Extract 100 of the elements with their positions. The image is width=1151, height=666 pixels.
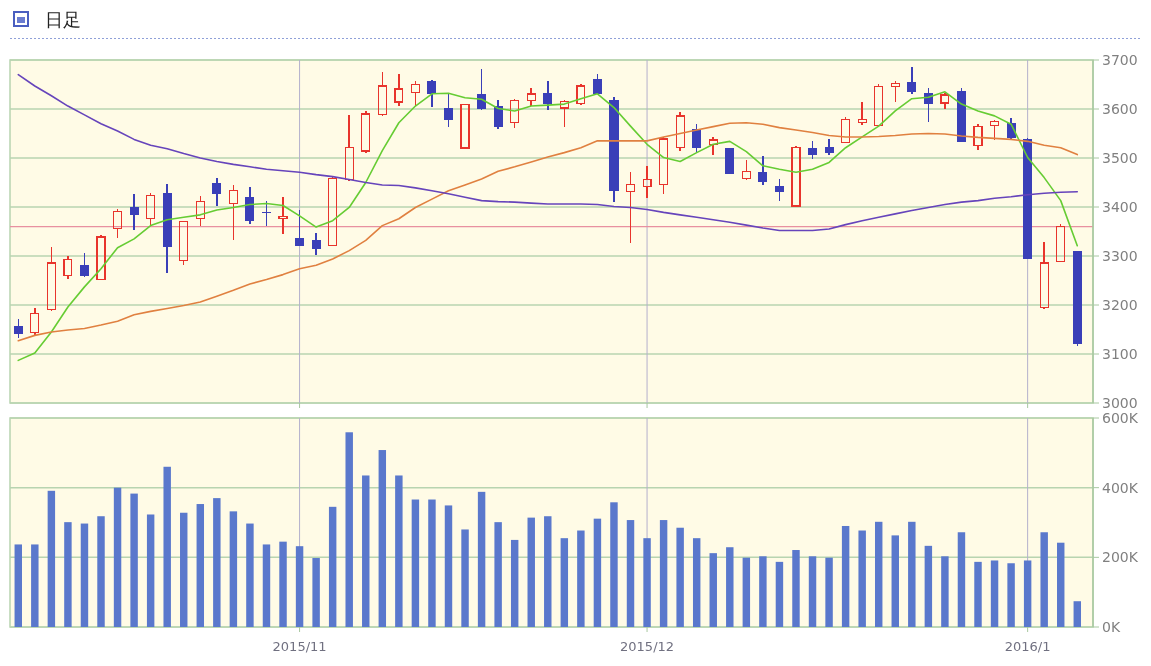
- bar: [461, 529, 469, 627]
- candlestick: [344, 114, 354, 181]
- bar: [328, 506, 337, 627]
- bar: [692, 538, 701, 627]
- candlestick: [973, 123, 983, 151]
- candlestick: [278, 196, 288, 235]
- bar: [1040, 532, 1048, 627]
- bar: [31, 544, 39, 627]
- bar: [990, 560, 999, 627]
- bar: [279, 541, 287, 627]
- bar: [130, 493, 138, 627]
- candlestick: [559, 101, 569, 128]
- bar: [792, 550, 800, 627]
- candlestick: [63, 255, 73, 280]
- bar: [908, 521, 916, 627]
- bar: [1073, 601, 1082, 627]
- candlestick: [609, 96, 619, 203]
- bar: [362, 475, 370, 627]
- bar: [80, 523, 89, 627]
- bar: [246, 523, 254, 627]
- candlestick: [824, 138, 834, 156]
- candlestick: [1039, 241, 1049, 309]
- bar: [444, 505, 453, 627]
- bar: [808, 556, 817, 627]
- y-tick-label: 3100: [1102, 346, 1138, 362]
- bar: [213, 498, 221, 627]
- x-tick-label: 2015/11: [272, 639, 327, 654]
- y-tick-label: 200K: [1102, 549, 1139, 566]
- candlestick: [129, 193, 139, 231]
- candlestick: [526, 87, 536, 107]
- candlestick: [394, 73, 404, 107]
- bar: [47, 490, 56, 627]
- bar: [510, 539, 519, 627]
- y-tick-label: 3200: [1102, 297, 1138, 313]
- bar: [527, 517, 535, 627]
- bar: [891, 535, 899, 627]
- y-tick-label: 3700: [1102, 52, 1138, 68]
- bar: [709, 553, 717, 627]
- bar: [957, 532, 966, 627]
- bar: [14, 544, 22, 627]
- bar: [411, 499, 420, 627]
- candlestick: [907, 66, 917, 95]
- bar: [841, 525, 850, 627]
- bar: [180, 512, 188, 627]
- bar: [262, 544, 271, 627]
- bar: [395, 475, 403, 627]
- bar: [163, 466, 171, 627]
- candlestick: [758, 155, 768, 186]
- bar: [295, 546, 304, 627]
- bar: [775, 561, 784, 627]
- bar: [858, 530, 866, 627]
- bar: [643, 538, 651, 627]
- bar: [544, 516, 552, 627]
- candlestick: [493, 99, 503, 130]
- candlestick: [675, 111, 685, 152]
- candlestick: [311, 232, 321, 256]
- bar: [97, 516, 105, 627]
- bar: [477, 491, 486, 627]
- bar: [676, 527, 684, 627]
- candlestick: [245, 186, 255, 225]
- bar: [577, 530, 585, 627]
- bar: [146, 514, 155, 627]
- y-tick-label: 3300: [1102, 248, 1138, 264]
- bar: [659, 520, 668, 627]
- candlestick: [427, 80, 437, 108]
- bar: [312, 558, 320, 627]
- bar: [1023, 560, 1032, 627]
- y-tick-label: 400K: [1102, 479, 1139, 496]
- x-tick-label: 2016/1: [1004, 639, 1051, 654]
- bar: [428, 499, 436, 627]
- bar: [64, 522, 72, 627]
- bar: [378, 450, 387, 627]
- y-tick-label: 3600: [1102, 101, 1138, 117]
- x-tick-label: 2015/12: [620, 639, 675, 654]
- bar: [626, 520, 635, 627]
- bar: [924, 545, 933, 627]
- bar: [560, 538, 569, 627]
- candlestick: [940, 94, 950, 110]
- candlestick: [361, 110, 371, 152]
- bar: [825, 557, 833, 627]
- y-tick-label: 3500: [1102, 150, 1138, 166]
- chart-title: 日足: [45, 9, 81, 30]
- bar: [874, 521, 883, 627]
- candlestick: [708, 136, 718, 156]
- y-tick-label: 3000: [1102, 395, 1138, 411]
- candlestick: [857, 100, 867, 126]
- line-series: [17, 73, 1079, 232]
- y-tick-label: 0K: [1102, 619, 1121, 635]
- candlestick: [642, 165, 652, 199]
- bar: [196, 504, 205, 627]
- bar: [726, 547, 734, 627]
- bar: [759, 556, 767, 627]
- bar: [113, 487, 122, 627]
- candlestick: [162, 183, 172, 274]
- bar: [1057, 542, 1065, 627]
- line-series: [17, 121, 1079, 342]
- bar: [494, 522, 502, 627]
- y-tick-label: 600K: [1102, 410, 1139, 426]
- bar: [610, 502, 618, 627]
- bar: [974, 561, 982, 627]
